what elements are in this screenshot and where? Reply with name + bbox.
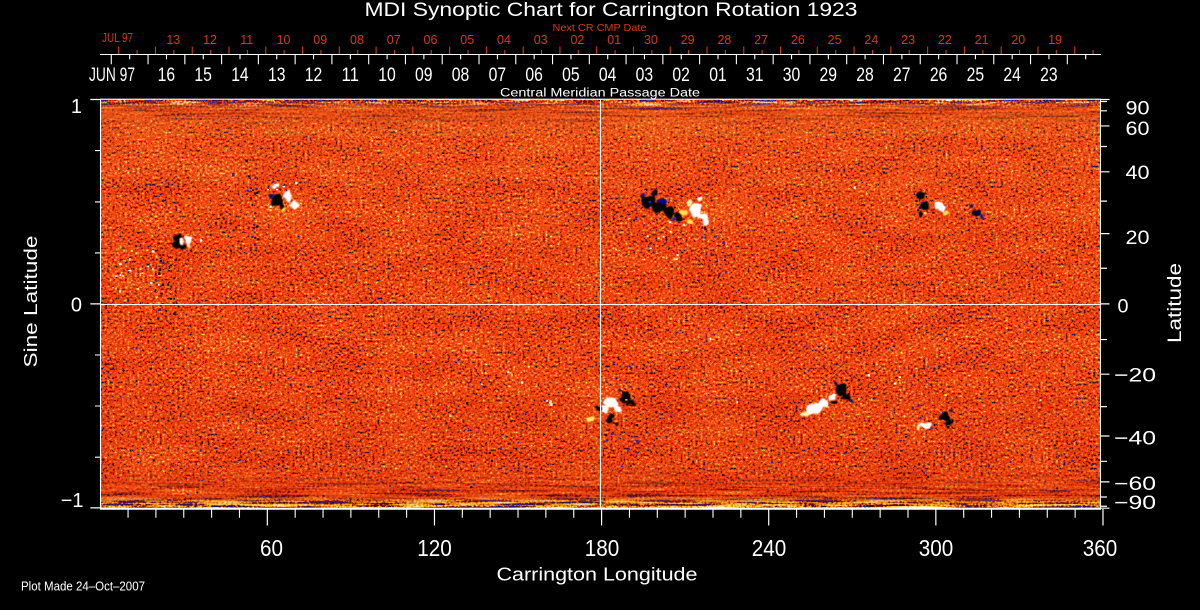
svg-text:27: 27 [754, 33, 768, 47]
svg-text:19: 19 [1048, 33, 1062, 47]
svg-text:01: 01 [607, 33, 621, 47]
svg-text:07: 07 [387, 33, 401, 47]
svg-text:300: 300 [919, 535, 954, 561]
svg-text:14: 14 [231, 65, 249, 86]
svg-text:08: 08 [350, 33, 364, 47]
svg-text:11: 11 [342, 65, 360, 86]
svg-text:JUN 97: JUN 97 [89, 65, 135, 86]
svg-text:JUL 97: JUL 97 [102, 31, 133, 45]
svg-text:02: 02 [570, 33, 584, 47]
svg-text:13: 13 [166, 33, 180, 47]
svg-text:20: 20 [1011, 33, 1025, 47]
svg-text:29: 29 [820, 65, 838, 86]
svg-text:30: 30 [644, 33, 658, 47]
svg-text:−60: −60 [1114, 473, 1156, 495]
svg-text:05: 05 [562, 65, 580, 86]
svg-text:120: 120 [417, 535, 452, 561]
svg-text:01: 01 [709, 65, 727, 86]
svg-text:0: 0 [71, 295, 82, 317]
svg-text:23: 23 [1040, 65, 1058, 86]
svg-text:11: 11 [240, 33, 253, 47]
svg-text:60: 60 [260, 535, 283, 561]
svg-text:Sine Latitude: Sine Latitude [20, 236, 41, 368]
svg-text:04: 04 [497, 33, 511, 47]
svg-text:240: 240 [752, 535, 787, 561]
svg-text:−20: −20 [1114, 365, 1156, 387]
svg-text:Carrington Longitude: Carrington Longitude [497, 564, 698, 585]
svg-text:13: 13 [268, 65, 286, 86]
svg-text:60: 60 [1126, 118, 1150, 140]
svg-text:0: 0 [1118, 296, 1129, 318]
svg-text:26: 26 [930, 65, 948, 86]
svg-text:Next CR CMP Date: Next CR CMP Date [553, 22, 647, 34]
svg-text:Latitude: Latitude [1164, 263, 1186, 343]
svg-text:29: 29 [681, 33, 695, 47]
svg-text:09: 09 [313, 33, 327, 47]
svg-text:02: 02 [672, 65, 690, 86]
svg-text:MDI Synoptic Chart for Carring: MDI Synoptic Chart for Carrington Rotati… [365, 0, 858, 21]
svg-text:31: 31 [746, 65, 764, 86]
svg-text:30: 30 [783, 65, 801, 86]
svg-text:09: 09 [415, 65, 433, 86]
svg-text:−1: −1 [61, 490, 84, 512]
svg-text:90: 90 [1126, 98, 1150, 120]
svg-text:08: 08 [452, 65, 470, 86]
svg-text:15: 15 [194, 65, 212, 86]
svg-text:−90: −90 [1114, 492, 1156, 514]
svg-text:26: 26 [791, 33, 805, 47]
svg-text:180: 180 [585, 535, 620, 561]
svg-text:03: 03 [534, 33, 548, 47]
svg-text:24: 24 [1003, 65, 1021, 86]
svg-text:27: 27 [893, 65, 911, 86]
svg-text:−40: −40 [1114, 427, 1156, 449]
svg-text:16: 16 [158, 65, 176, 86]
svg-text:360: 360 [1083, 535, 1118, 561]
svg-text:06: 06 [525, 65, 543, 86]
svg-text:06: 06 [424, 33, 438, 47]
svg-text:25: 25 [967, 65, 985, 86]
svg-text:1: 1 [71, 96, 82, 118]
svg-text:03: 03 [636, 65, 654, 86]
svg-text:24: 24 [864, 33, 878, 47]
svg-text:21: 21 [975, 33, 989, 47]
svg-text:Central Meridian Passage Date: Central Meridian Passage Date [500, 88, 700, 100]
svg-text:05: 05 [460, 33, 474, 47]
svg-text:25: 25 [828, 33, 842, 47]
svg-text:07: 07 [489, 65, 507, 86]
svg-text:40: 40 [1126, 162, 1150, 184]
svg-text:Plot Made 24–Oct–2007: Plot Made 24–Oct–2007 [21, 580, 145, 594]
svg-text:10: 10 [277, 33, 291, 47]
svg-text:28: 28 [856, 65, 874, 86]
svg-text:04: 04 [599, 65, 617, 86]
svg-text:20: 20 [1126, 227, 1150, 249]
svg-text:12: 12 [305, 65, 323, 86]
svg-text:23: 23 [901, 33, 915, 47]
svg-text:10: 10 [378, 65, 396, 86]
svg-text:12: 12 [203, 33, 217, 47]
svg-text:28: 28 [717, 33, 731, 47]
svg-text:22: 22 [938, 33, 952, 47]
